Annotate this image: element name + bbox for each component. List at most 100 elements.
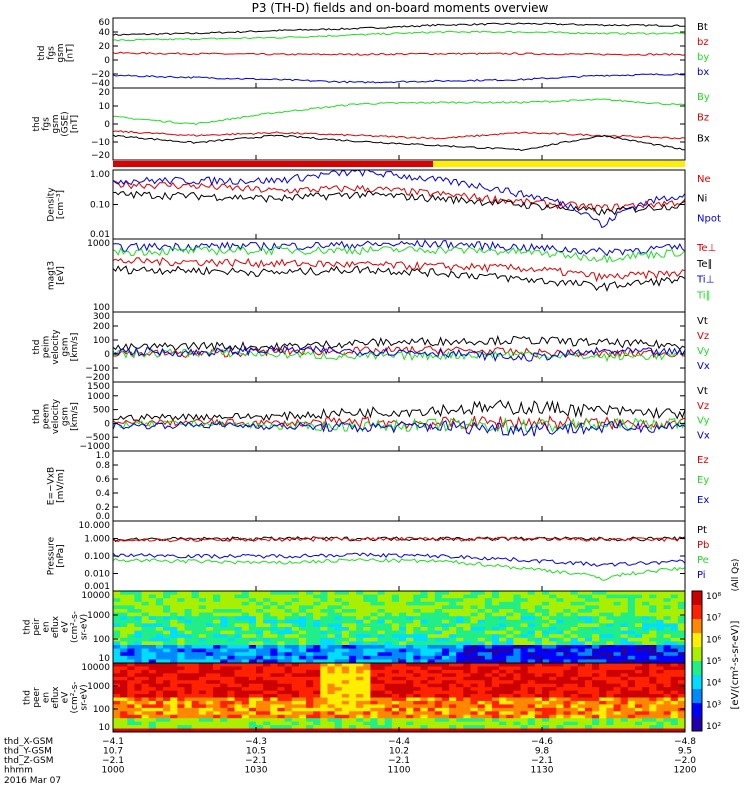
heatmap-cell [406, 648, 414, 653]
heatmap-cell [348, 627, 357, 632]
heatmap-cell [649, 694, 657, 698]
series-line-Npot [112, 169, 686, 229]
heatmap-cell [656, 718, 665, 723]
heatmap-cell [413, 690, 421, 695]
heatmap-cell [520, 676, 529, 681]
heatmap-cell [477, 637, 486, 642]
heatmap-cell [406, 718, 414, 723]
heatmap-cell [127, 634, 135, 639]
heatmap-cell [477, 652, 486, 657]
heatmap-cell [298, 680, 307, 685]
heatmap-cell [213, 728, 221, 733]
heatmap-cell [656, 652, 665, 657]
y-tick-label: 20 [99, 88, 111, 98]
heatmap-cell [334, 652, 343, 657]
heatmap-cell [113, 652, 121, 657]
heatmap-cell [170, 721, 178, 726]
heatmap-cell [649, 601, 657, 606]
heatmap-cell [177, 648, 185, 653]
heatmap-cell [334, 725, 343, 730]
heatmap-cell [163, 641, 171, 646]
heatmap-cell [491, 605, 500, 610]
heatmap-cell [277, 711, 286, 716]
heatmap-cell [241, 697, 250, 702]
heatmap-cell [520, 634, 529, 639]
heatmap-cell [427, 707, 436, 712]
heatmap-cell [370, 694, 379, 698]
heatmap-cell [449, 669, 457, 674]
heatmap-cell [677, 630, 686, 635]
heatmap-cell [234, 680, 243, 685]
heatmap-cell [584, 598, 593, 603]
heatmap-cell [506, 630, 514, 635]
heatmap-cell [413, 718, 421, 723]
heatmap-cell [441, 627, 450, 632]
heatmap-cell [241, 694, 250, 698]
heatmap-cell [284, 652, 293, 657]
heatmap-cell [449, 594, 457, 599]
heatmap-cell [177, 718, 185, 723]
heatmap-cell [134, 601, 143, 606]
heatmap-cell [456, 648, 464, 653]
heatmap-cell [213, 683, 221, 688]
heatmap-cell [427, 612, 436, 617]
heatmap-cell [549, 641, 557, 646]
heatmap-cell [477, 676, 486, 681]
heatmap-cell [356, 648, 364, 653]
heatmap-cell [220, 612, 228, 617]
heatmap-cell [470, 663, 479, 667]
heatmap-cell [441, 612, 450, 617]
heatmap-cell [506, 704, 514, 709]
heatmap-cell [620, 601, 629, 606]
y-axis-label: thd [32, 340, 42, 355]
heatmap-cell [155, 711, 164, 716]
heatmap-cell [327, 637, 336, 642]
heatmap-cell [606, 634, 614, 639]
heatmap-cell [599, 598, 607, 603]
heatmap-cell [563, 623, 572, 628]
heatmap-cell [620, 641, 629, 646]
heatmap-cell [256, 623, 264, 628]
heatmap-cell [205, 623, 214, 628]
heatmap-cell [620, 704, 629, 709]
heatmap-cell [370, 663, 379, 667]
heatmap-cell [384, 648, 393, 653]
heatmap-cell [463, 648, 471, 653]
heatmap-cell [563, 598, 572, 603]
heatmap-cell [592, 630, 600, 635]
heatmap-cell [670, 666, 679, 671]
heatmap-cell [606, 673, 614, 678]
heatmap-cell [570, 711, 579, 716]
heatmap-cell [313, 697, 321, 702]
heatmap-cell [649, 630, 657, 635]
heatmap-cell [484, 711, 493, 716]
heatmap-cell [141, 645, 150, 650]
heatmap-cell [677, 601, 686, 606]
heatmap-cell [155, 718, 164, 723]
heatmap-cell [477, 598, 486, 603]
heatmap-cell [234, 714, 243, 719]
heatmap-cell [463, 605, 471, 610]
heatmap-cell [134, 616, 143, 621]
heatmap-cell [291, 728, 300, 733]
heatmap-cell [549, 718, 557, 723]
heatmap-cell [449, 627, 457, 632]
heatmap-cell [642, 637, 650, 642]
heatmap-cell [127, 612, 135, 617]
heatmap-cell [627, 655, 636, 660]
heatmap-cell [184, 619, 193, 624]
heatmap-cell [506, 594, 514, 599]
heatmap-cell [291, 609, 300, 614]
heatmap-cell [148, 711, 157, 716]
heatmap-cell [391, 714, 400, 719]
heatmap-cell [456, 725, 464, 730]
heatmap-cell [291, 619, 300, 624]
heatmap-cell [599, 634, 607, 639]
heatmap-cell [427, 641, 436, 646]
heatmap-cell [356, 704, 364, 709]
heatmap-cell [656, 704, 665, 709]
heatmap-cell [406, 616, 414, 621]
heatmap-cell [556, 683, 564, 688]
heatmap-cell [341, 648, 350, 653]
heatmap-cell [127, 637, 135, 642]
